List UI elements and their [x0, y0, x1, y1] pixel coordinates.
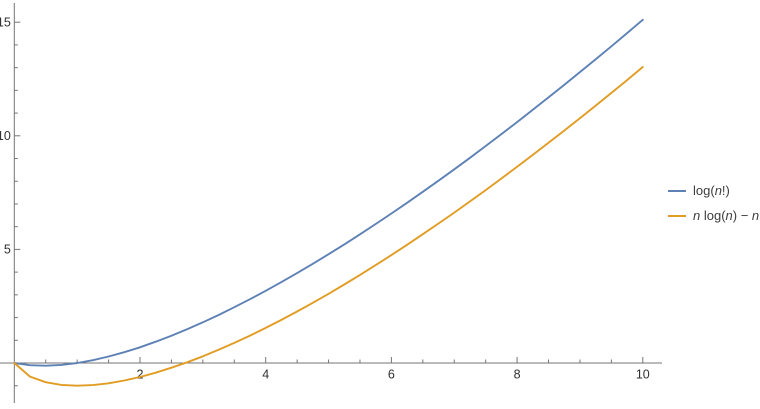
legend-item: n log(n) − n	[668, 203, 759, 228]
x-tick-label-4: 4	[262, 368, 269, 382]
legend: log(n!) n log(n) − n	[668, 178, 759, 228]
curve-n-log-n-n	[13, 66, 644, 387]
y-tick-label-15: 15	[0, 16, 11, 30]
legend-line-swatch	[668, 214, 686, 217]
y-tick-label-10: 10	[0, 129, 11, 143]
x-tick-label-6: 6	[388, 368, 395, 382]
legend-label: n log(n) − n	[693, 208, 760, 223]
x-tick-label-8: 8	[514, 368, 521, 382]
legend-item: log(n!)	[668, 178, 759, 203]
y-tick-label-5: 5	[4, 243, 11, 257]
x-tick-label-10: 10	[636, 368, 650, 382]
curve-log-n	[13, 18, 644, 367]
legend-line-swatch	[668, 189, 686, 192]
legend-label: log(n!)	[693, 183, 730, 198]
x-tick-label-2: 2	[137, 368, 144, 382]
